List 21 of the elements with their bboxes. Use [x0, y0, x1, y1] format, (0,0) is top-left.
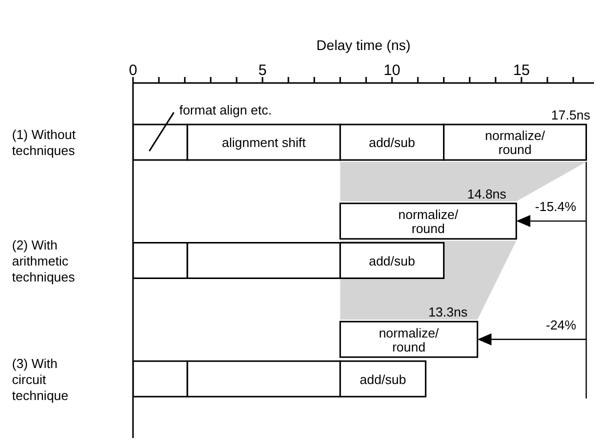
series-label: normalize/round	[485, 128, 546, 158]
annotation: -15.4%	[535, 199, 577, 214]
text: normalize/round	[398, 207, 458, 236]
annotation: 13.3ns	[428, 304, 468, 320]
series-label: add/sub	[368, 135, 416, 150]
x-tick-label: 0	[128, 62, 138, 79]
x-tick-label: 5	[258, 62, 267, 79]
text: add/sub	[368, 254, 416, 269]
annotation: 17.5ns	[551, 107, 591, 122]
y-tick-label: (1) Without techniques	[12, 127, 76, 158]
x-axis-title: Delay time (ns)	[316, 36, 411, 53]
x-tick-label: 15	[513, 62, 530, 79]
text: add/sub	[360, 372, 406, 387]
annotation: 14.8ns	[467, 186, 507, 202]
y-tick-label: (3) With circuit technique	[12, 356, 68, 403]
y-tick-label: (2) With arithmetic techniques	[12, 238, 76, 284]
series-label: format align etc.	[179, 102, 272, 118]
text: normalize/round	[378, 325, 439, 354]
series-label: alignment shift	[222, 135, 306, 150]
x-tick-label: 10	[384, 62, 400, 79]
annotation: -24%	[546, 317, 577, 332]
